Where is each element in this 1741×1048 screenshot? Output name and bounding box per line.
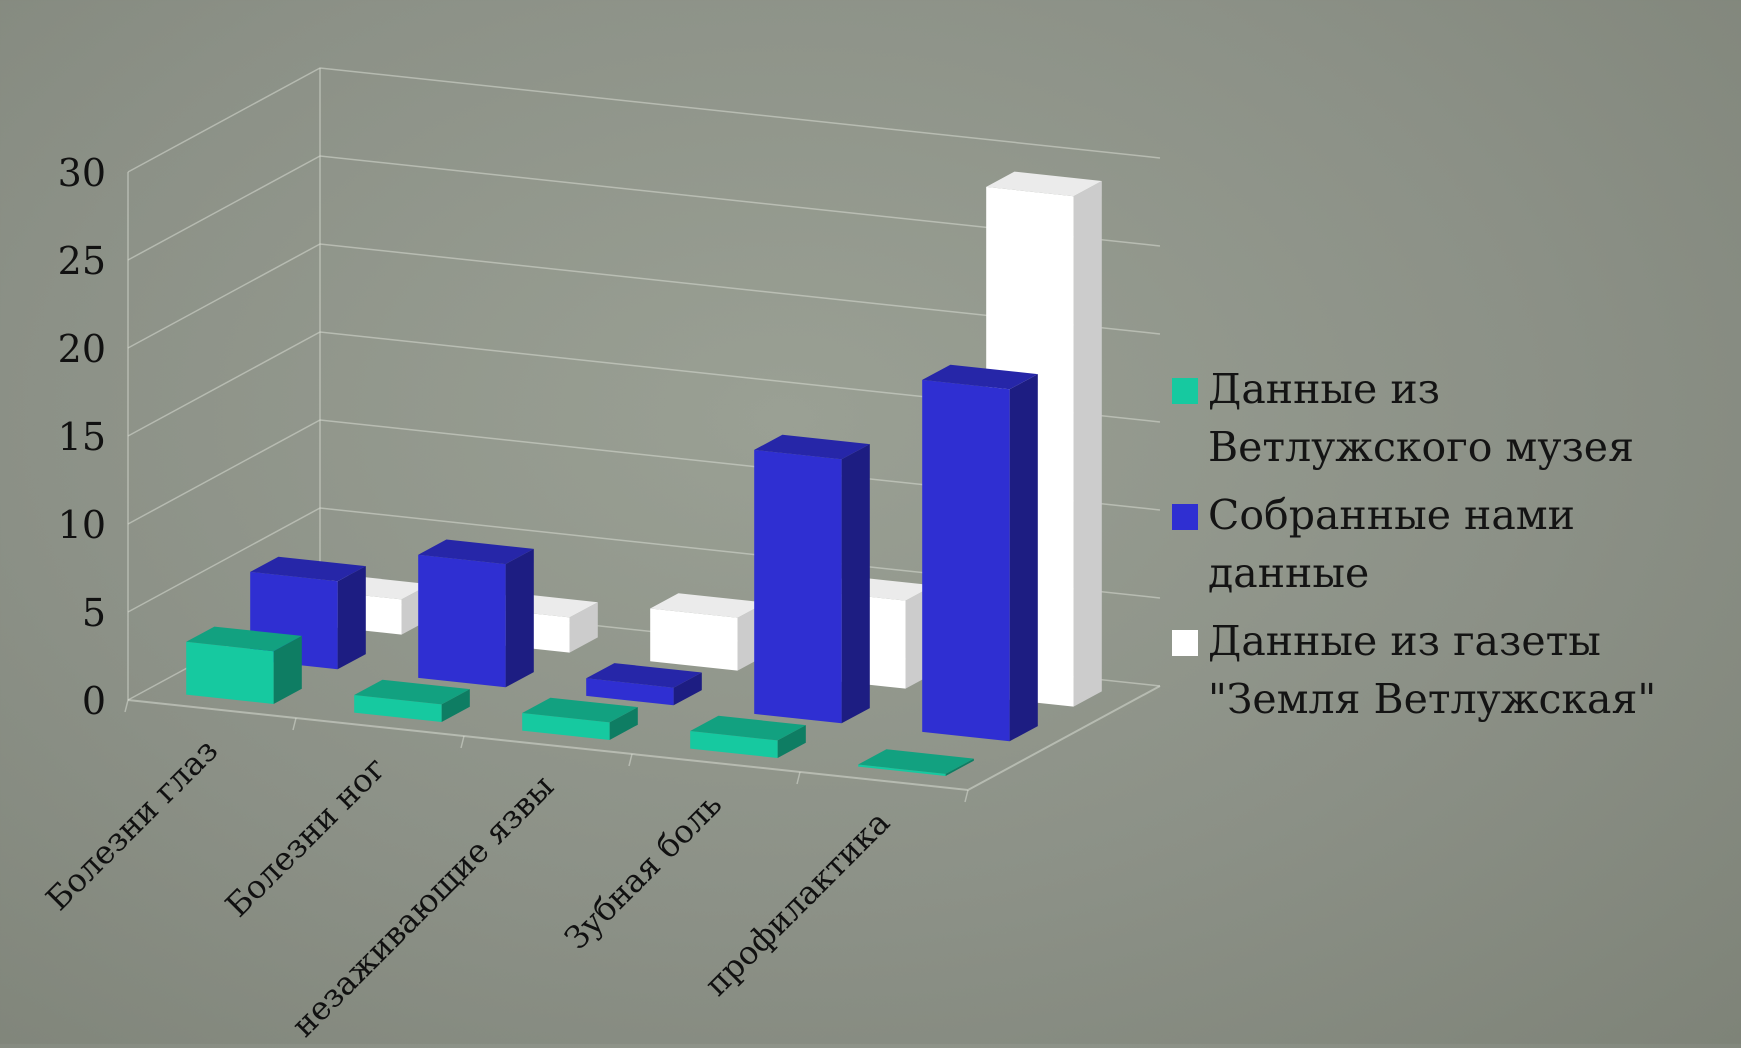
y-tick-label: 30 xyxy=(58,151,106,195)
bar-top xyxy=(522,697,638,723)
bar-top xyxy=(186,626,302,652)
bar-top xyxy=(250,556,366,582)
y-tick-label: 5 xyxy=(82,591,106,635)
bar-side xyxy=(841,444,870,724)
bar xyxy=(858,749,974,776)
bar-front xyxy=(354,695,442,722)
bar xyxy=(690,715,806,758)
bar-side xyxy=(273,635,302,704)
bar-front xyxy=(922,379,1010,742)
bar-front xyxy=(754,449,842,724)
bar-side xyxy=(777,725,806,758)
bar-top xyxy=(650,593,766,618)
x-tick-mark xyxy=(628,753,633,767)
bar-top xyxy=(586,663,702,688)
legend-item-museum: Данные из Ветлужского музея xyxy=(1172,360,1732,476)
bar-front xyxy=(522,713,610,740)
x-tick-mark xyxy=(796,771,801,785)
x-tick-label: Зубная боль xyxy=(557,785,729,957)
bar-front xyxy=(690,731,778,758)
bar-side xyxy=(569,602,598,653)
gridlines xyxy=(127,67,1161,792)
bar-side xyxy=(505,548,534,688)
legend-item-newspaper: Данные из газеты "Земля Ветлужская" xyxy=(1172,612,1732,728)
x-tick-mark xyxy=(292,717,297,731)
legend-swatch-newspaper xyxy=(1172,630,1198,656)
bar xyxy=(650,593,766,671)
y-tick-label: 25 xyxy=(58,239,106,283)
bar-side xyxy=(337,566,366,670)
legend-swatch-museum xyxy=(1172,378,1198,404)
legend: Данные из Ветлужского музея Собранные на… xyxy=(1172,360,1732,738)
x-tick-mark xyxy=(124,699,129,713)
x-tick-mark xyxy=(964,789,969,803)
bar-side xyxy=(1073,181,1102,707)
bar-top xyxy=(858,749,974,774)
bar xyxy=(586,663,702,706)
bar-top xyxy=(754,434,870,460)
bar xyxy=(922,364,1038,742)
bar xyxy=(354,679,470,722)
bar-top xyxy=(986,171,1102,197)
bar xyxy=(186,626,302,704)
bar-front xyxy=(858,764,946,776)
x-tick-label: Болезни глаз xyxy=(38,731,225,918)
bar-top xyxy=(354,679,470,705)
bar-top xyxy=(690,715,806,741)
legend-label-newspaper: Данные из газеты "Земля Ветлужская" xyxy=(1208,617,1657,723)
bar xyxy=(522,697,638,740)
x-tick-label: профилактика xyxy=(697,803,897,1003)
legend-item-collected: Собранные нами данные xyxy=(1172,486,1732,602)
bar-top xyxy=(418,539,534,565)
bar-side xyxy=(1009,374,1038,742)
gridline xyxy=(127,67,1161,173)
y-tick-label: 20 xyxy=(58,327,106,371)
x-tick-mark xyxy=(460,735,465,749)
bar-top xyxy=(922,364,1038,390)
legend-label-museum: Данные из Ветлужского музея xyxy=(1208,365,1634,471)
bar-side xyxy=(609,707,638,740)
y-axis: 0 5 10 15 20 25 30 xyxy=(58,151,106,723)
bar-side xyxy=(441,689,470,722)
bar xyxy=(754,434,870,724)
bar-front xyxy=(418,554,506,688)
x-tick-label: Болезни ног xyxy=(218,749,393,924)
legend-label-collected: Собранные нами данные xyxy=(1208,491,1575,597)
bars xyxy=(186,171,1102,776)
bar-front xyxy=(586,678,674,706)
y-tick-label: 0 xyxy=(82,679,106,723)
y-tick-label: 10 xyxy=(58,503,106,547)
bar-front xyxy=(650,608,738,671)
bar xyxy=(418,539,534,688)
bar-side xyxy=(673,672,702,706)
y-tick-label: 15 xyxy=(58,415,106,459)
bar-front xyxy=(186,641,274,704)
bar-side xyxy=(945,758,974,776)
legend-swatch-collected xyxy=(1172,504,1198,530)
